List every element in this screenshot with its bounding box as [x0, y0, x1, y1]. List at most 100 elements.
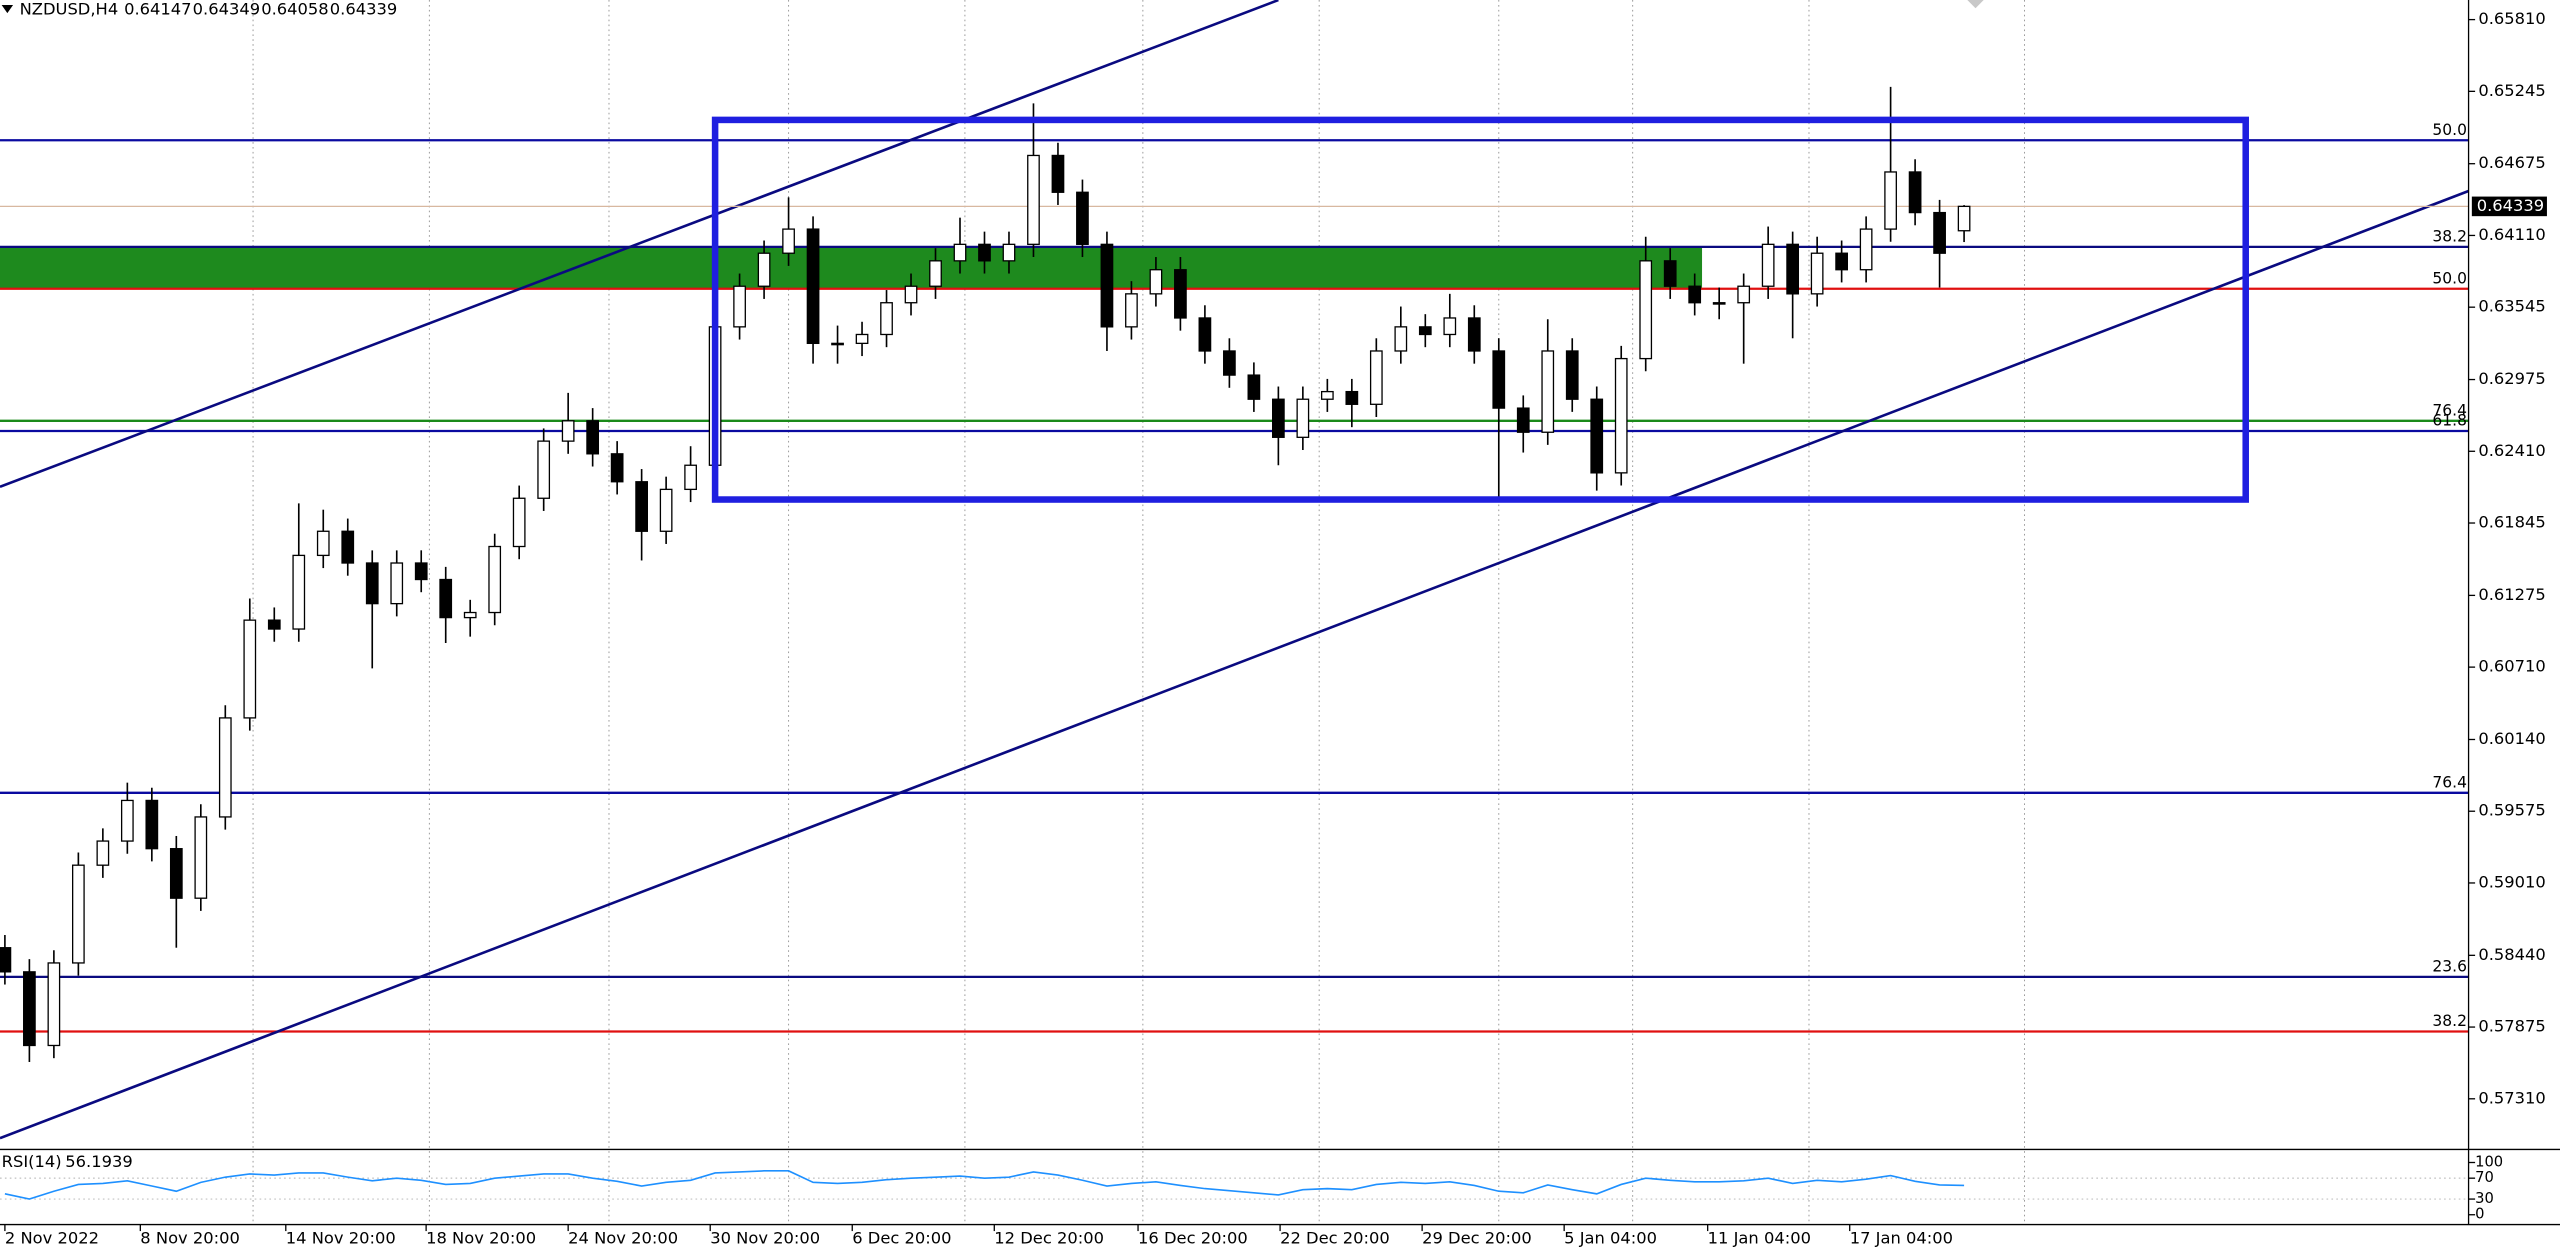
candle-body: [684, 464, 697, 491]
x-tick-label: 29 Dec 20:00: [1422, 1229, 1532, 1248]
open-value: 0.64147: [124, 0, 191, 18]
candle-body: [831, 342, 844, 346]
candle-body: [1737, 285, 1751, 304]
candle-body: [267, 619, 281, 630]
candle-body: [1027, 154, 1040, 245]
fibo-label: 50.0: [2432, 121, 2467, 139]
candle-body: [1835, 252, 1848, 271]
y-tick-label: 0.59010: [2478, 872, 2545, 891]
y-tick-label: 0.60140: [2478, 729, 2545, 748]
menu-arrow[interactable]: [1, 4, 14, 14]
candle-body: [1761, 243, 1775, 287]
candle-body: [1345, 390, 1359, 405]
candle-body: [782, 228, 795, 254]
high-value: 0.64349: [193, 0, 260, 18]
candle-body: [218, 717, 232, 818]
candle-body: [1639, 260, 1653, 360]
candle-body: [1565, 350, 1579, 400]
candle-body: [1957, 205, 1971, 232]
candle-body: [757, 252, 771, 287]
candle-body: [439, 578, 453, 619]
candle-body: [23, 971, 36, 1047]
candle-body: [855, 333, 869, 345]
x-tick-label: 16 Dec 20:00: [1138, 1229, 1248, 1248]
candle-body: [1786, 243, 1800, 295]
candle-body: [610, 453, 624, 483]
candle-body: [1614, 357, 1628, 474]
y-tick-label: 0.61275: [2478, 585, 2545, 604]
close-value: 0.64339: [330, 0, 397, 18]
low-value: 0.64058: [261, 0, 328, 18]
rsi-tick-label: 30: [2475, 1190, 2494, 1207]
candle-body: [1076, 191, 1089, 245]
candle-body: [0, 947, 12, 973]
symbol: NZDUSD,H4: [20, 0, 119, 18]
price-label-box: [2471, 196, 2547, 217]
candle-body: [978, 243, 991, 262]
candle-body: [390, 562, 404, 605]
x-tick-label: 22 Dec 20:00: [1280, 1229, 1390, 1248]
fibo-label: 50.0: [2432, 269, 2467, 287]
x-tick-label: 17 Jan 04:00: [1850, 1229, 1953, 1248]
rsi-name: RSI(14): [2, 1152, 62, 1171]
candle-body: [1125, 293, 1138, 328]
y-tick-label: 0.65810: [2478, 9, 2545, 28]
candle-body: [659, 488, 673, 532]
y-tick-label: 0.62975: [2478, 369, 2545, 388]
x-tick-label: 30 Nov 20:00: [710, 1229, 820, 1248]
trendline: [0, 189, 2470, 1140]
rsi-tick-label: 70: [2475, 1169, 2494, 1186]
candle-body: [904, 285, 918, 304]
y-tick-label: 0.59575: [2478, 801, 2545, 820]
rsi-line: [4, 1170, 1965, 1200]
candle-body: [1394, 326, 1408, 352]
candle-body: [1002, 243, 1016, 262]
candle-body: [1198, 317, 1212, 352]
candle-body: [414, 562, 428, 581]
candle-body: [96, 840, 110, 866]
fibo-label: 76.4: [2432, 402, 2467, 420]
candle-body: [169, 848, 183, 899]
candle-body: [1247, 374, 1261, 400]
candle-body: [586, 420, 600, 455]
candle-body: [1100, 243, 1114, 328]
x-tick-label: 14 Nov 20:00: [286, 1229, 396, 1248]
candle-body: [1908, 171, 1922, 214]
candle-body: [929, 260, 942, 287]
y-tick-label: 0.65245: [2478, 81, 2545, 100]
candle-body: [120, 799, 134, 842]
candle-body: [243, 619, 257, 719]
candle-body: [1516, 407, 1530, 433]
candle-body: [1296, 398, 1310, 438]
candle-body: [488, 545, 502, 614]
candle-body: [1223, 350, 1236, 376]
candle-body: [1663, 260, 1677, 287]
x-tick-label: 8 Nov 20:00: [140, 1229, 240, 1248]
candle-body: [1051, 154, 1065, 193]
y-tick-label: 0.58440: [2478, 945, 2545, 964]
y-tick-label: 0.62410: [2478, 441, 2545, 460]
x-tick-label: 24 Nov 20:00: [568, 1229, 678, 1248]
y-tick-label: 0.61845: [2478, 513, 2545, 532]
candle-body: [463, 611, 477, 619]
scroll-marker: [1967, 0, 1984, 9]
candle-body: [1688, 285, 1702, 304]
candle-body: [1859, 228, 1873, 271]
candle-body: [145, 799, 159, 850]
x-tick-label: 5 Jan 04:00: [1564, 1229, 1657, 1248]
candle-body: [537, 440, 551, 499]
support-zone: [0, 246, 1703, 289]
candle-body: [1443, 317, 1457, 336]
candle-body: [1149, 269, 1163, 295]
candle-body: [1272, 398, 1285, 438]
y-tick-label: 0.64110: [2478, 225, 2545, 244]
rsi-tick-label: 0: [2475, 1206, 2484, 1223]
candle-body: [733, 285, 746, 328]
rsi-tick-label: 100: [2475, 1153, 2503, 1170]
candle-body: [1712, 302, 1726, 305]
candle-body: [953, 243, 967, 262]
y-tick-label: 0.63545: [2478, 297, 2545, 316]
